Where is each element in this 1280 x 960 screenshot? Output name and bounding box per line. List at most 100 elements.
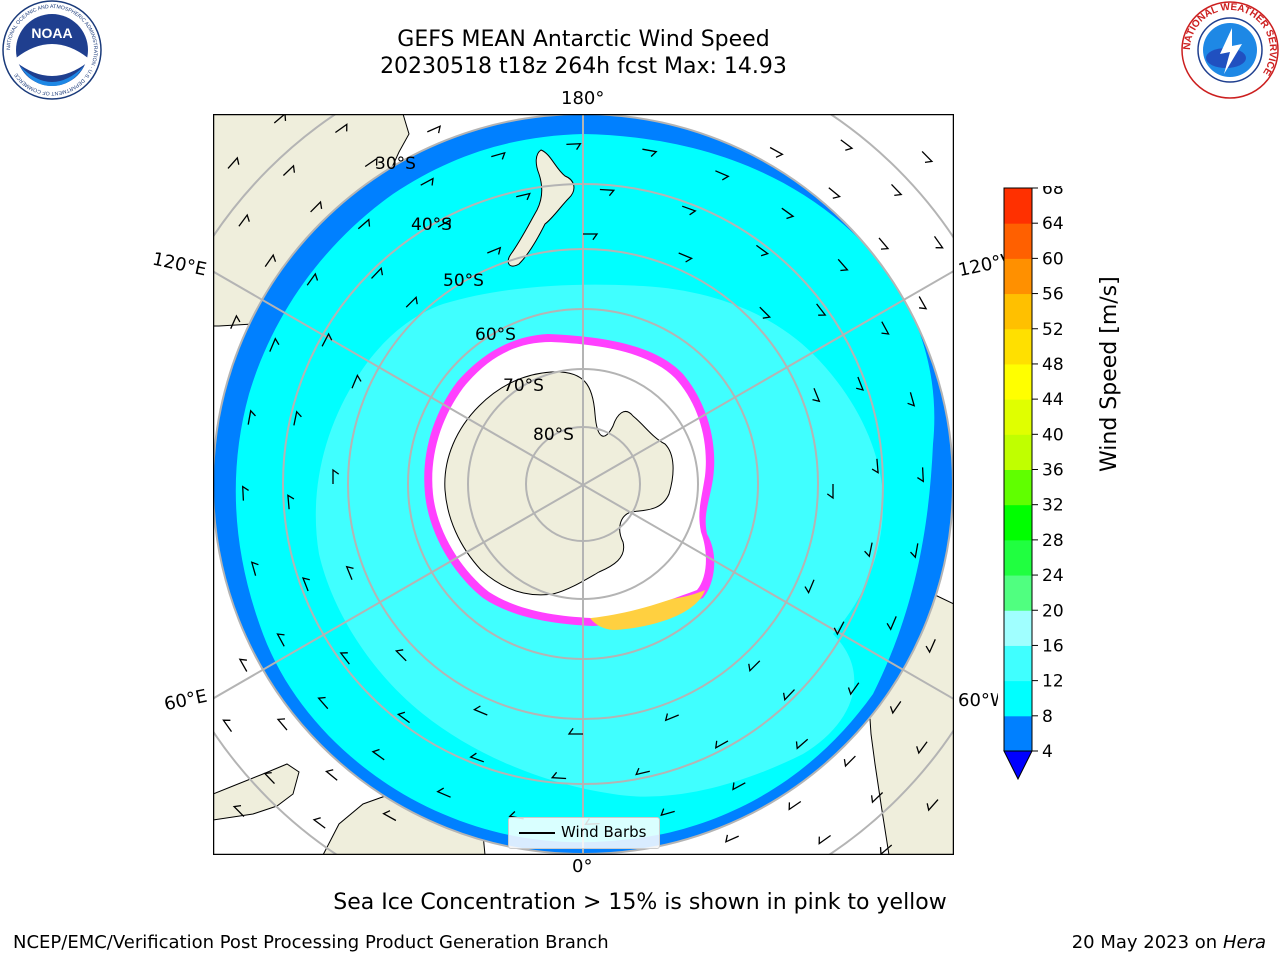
colorbar-tick-label: 12 xyxy=(1042,672,1064,692)
wind-barb xyxy=(840,139,854,151)
wind-barb xyxy=(550,771,567,780)
wind-barb xyxy=(264,253,277,267)
lon-label-60w: 60°W xyxy=(958,690,998,711)
wind-barb xyxy=(921,150,934,164)
wind-barb xyxy=(332,468,340,484)
wind-barb xyxy=(843,755,856,768)
wind-barb xyxy=(222,719,233,732)
colorbar-tick-label: 48 xyxy=(1042,355,1064,375)
wind-barb xyxy=(714,740,729,750)
wind-barb xyxy=(394,649,407,662)
wind-barb xyxy=(469,752,485,763)
wind-barb xyxy=(371,748,385,761)
colorbar-segment xyxy=(1004,258,1032,295)
wind-barb xyxy=(427,125,442,134)
wind-barb xyxy=(472,705,488,716)
wind-barb xyxy=(891,183,903,197)
colorbar-tick-label: 40 xyxy=(1042,425,1064,445)
colorbar-tick-label: 36 xyxy=(1042,461,1064,481)
colorbar-segment xyxy=(1004,469,1032,506)
wind-barb xyxy=(371,266,384,279)
colorbar-segment xyxy=(1004,504,1032,541)
wind-barb xyxy=(916,741,928,755)
wind-barb xyxy=(732,782,746,791)
wind-barb xyxy=(907,392,916,407)
wind-barb xyxy=(878,237,890,250)
wind-barb xyxy=(310,200,323,213)
wind-barb xyxy=(276,718,288,731)
wind-barb xyxy=(917,467,925,483)
wind-barb xyxy=(269,337,280,352)
wind-barb xyxy=(886,616,897,631)
wind-barb xyxy=(276,633,285,647)
wind-barb xyxy=(273,114,287,124)
wind-barb xyxy=(910,543,919,559)
wind-barb xyxy=(933,236,944,249)
colorbar-segment xyxy=(1004,680,1032,717)
madagascar-land xyxy=(213,763,300,821)
sea-ice-note: Sea Ice Concentration > 15% is shown in … xyxy=(333,890,947,915)
lon-label-180: 180° xyxy=(561,88,605,109)
wind-barb xyxy=(345,565,354,580)
wind-barb xyxy=(382,810,397,822)
colorbar-segment xyxy=(1004,328,1032,365)
wind-barb xyxy=(339,652,350,665)
colorbar-segment xyxy=(1004,399,1032,435)
wind-barb xyxy=(420,177,434,186)
wind-barb xyxy=(324,769,338,781)
colorbar-segment xyxy=(1004,434,1032,470)
polar-map: 30°S 40°S 50°S 60°S 70°S 80°S xyxy=(213,114,954,855)
wind-barb xyxy=(635,767,650,776)
footer-date: 20 May 2023 on Hera xyxy=(1072,932,1266,953)
wind-barb xyxy=(926,799,939,812)
wind-barb xyxy=(828,187,842,199)
map-title: GEFS MEAN Antarctic Wind Speed xyxy=(397,27,770,52)
wind-barb xyxy=(436,787,451,798)
colorbar-segment xyxy=(1004,539,1032,576)
wind-barb xyxy=(437,218,452,228)
wind-barb xyxy=(516,192,531,201)
colorbar-tick-label: 52 xyxy=(1042,320,1064,340)
wind-barb xyxy=(788,800,802,811)
colorbar-tick-label: 32 xyxy=(1042,496,1064,516)
wind-barb xyxy=(795,738,809,750)
wind-barb xyxy=(826,484,834,500)
lat-label-70s: 70°S xyxy=(503,376,544,396)
wind-barb xyxy=(357,218,371,230)
colorbar-label: Wind Speed [m/s] xyxy=(1097,276,1122,472)
lon-label-120e: 120°E xyxy=(150,248,209,281)
colorbar-segment xyxy=(1004,645,1032,682)
wind-barb xyxy=(232,804,245,818)
wind-barb xyxy=(405,295,418,308)
colorbar-segment xyxy=(1004,223,1032,259)
colorbar-tick-label: 4 xyxy=(1042,742,1053,762)
nws-logo: NATIONAL WEATHER SERVICE xyxy=(1181,1,1279,99)
noaa-logo: NOAA NATIONAL OCEANIC AND ATMOSPHERIC AD… xyxy=(2,0,102,100)
wind-barb xyxy=(871,458,879,474)
colorbar-tick-label: 24 xyxy=(1042,566,1064,586)
wind-barb xyxy=(678,252,694,263)
colorbar-tick-label: 60 xyxy=(1042,249,1064,269)
colorbar-under-arrow xyxy=(1003,750,1033,781)
new-zealand-land xyxy=(507,149,575,267)
wind-barb xyxy=(816,303,827,316)
wind-barb xyxy=(715,170,730,181)
wind-barb xyxy=(769,146,784,158)
lat-label-50s: 50°S xyxy=(443,271,484,291)
wind-barb xyxy=(293,410,302,426)
wind-barb xyxy=(748,660,761,673)
legend-label: Wind Barbs xyxy=(561,823,647,841)
wind-barb xyxy=(321,332,333,347)
wind-barb xyxy=(833,621,845,636)
wind-barb xyxy=(487,246,502,255)
wind-barb xyxy=(282,164,296,176)
wind-barb xyxy=(566,142,582,150)
wind-barb xyxy=(227,156,240,169)
wind-barb xyxy=(918,296,928,310)
lat-label-40s: 40°S xyxy=(411,215,452,235)
wind-barb xyxy=(241,485,249,501)
wind-barb xyxy=(812,388,821,403)
wind-barbs xyxy=(222,114,944,855)
wind-barb xyxy=(856,376,865,391)
